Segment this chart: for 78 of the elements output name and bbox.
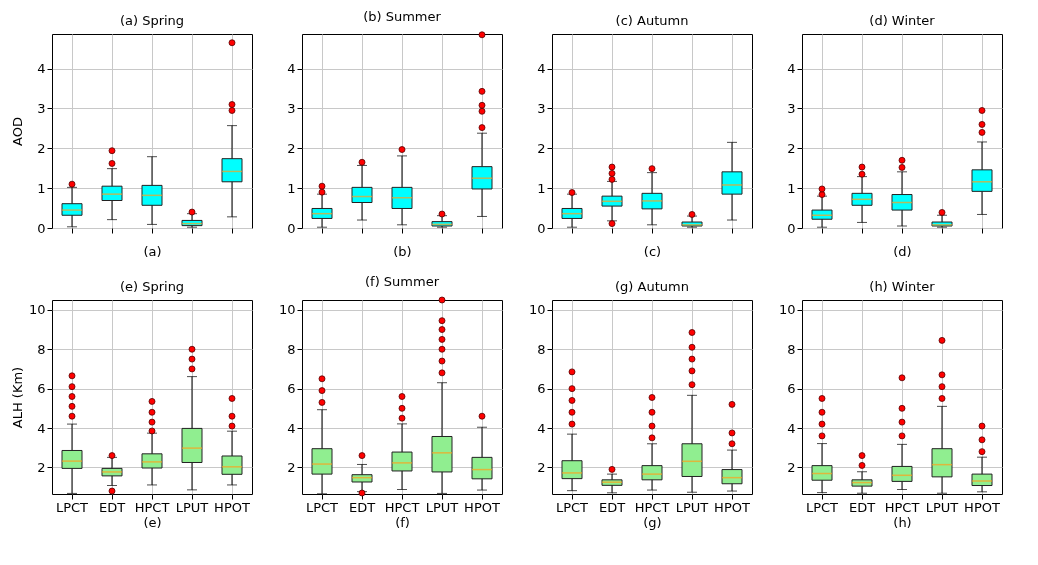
x-tick-label: EDT — [98, 499, 126, 515]
chart-title: (b) Summer — [363, 9, 442, 25]
y-tick-label: 6 — [287, 381, 296, 397]
x-axis-title: (g) — [643, 514, 662, 530]
y-tick-label: 3 — [287, 100, 296, 116]
x-tick-label: LPUT — [675, 499, 709, 515]
x-tick-label: HPCT — [134, 499, 170, 515]
y-tick-label: 8 — [37, 341, 46, 357]
y-tick-label: 3 — [37, 100, 46, 116]
y-tick-label: 3 — [537, 100, 546, 116]
x-tick-label: EDT — [348, 499, 376, 515]
y-tick-label: 2 — [787, 140, 796, 156]
x-tick-label: EDT — [848, 499, 876, 515]
x-axis-title: (d) — [893, 244, 912, 259]
y-tick-label: 4 — [287, 61, 296, 77]
x-axis-title: (f) — [395, 514, 410, 530]
x-tick-label: HPCT — [384, 499, 420, 515]
y-tick-label: 1 — [537, 180, 546, 196]
y-tick-label: 10 — [528, 302, 546, 318]
y-tick-label: 0 — [37, 220, 46, 236]
y-tick-label: 4 — [537, 61, 546, 77]
y-tick-label: 2 — [537, 459, 546, 475]
y-tick-label: 10 — [278, 302, 296, 318]
y-tick-label: 2 — [287, 140, 296, 156]
chart-title: (c) Autumn — [615, 13, 689, 28]
x-tick-label: LPUT — [925, 499, 959, 515]
y-tick-label: 2 — [287, 459, 296, 475]
y-tick-label: 4 — [37, 61, 46, 77]
x-tick-label: HPOT — [964, 499, 1000, 515]
x-tick-label: LPCT — [555, 499, 589, 515]
y-axis-title: ALH (Km) — [9, 366, 25, 429]
y-tick-label: 8 — [787, 341, 796, 357]
y-tick-label: 10 — [28, 302, 46, 318]
y-tick-label: 4 — [537, 420, 546, 436]
x-tick-label: HPOT — [714, 499, 750, 515]
y-tick-label: 2 — [37, 140, 46, 156]
x-tick-label: HPCT — [634, 499, 670, 515]
y-tick-label: 8 — [537, 341, 546, 357]
chart-title: (d) Winter — [869, 13, 936, 28]
y-tick-label: 6 — [787, 381, 796, 397]
y-tick-label: 2 — [37, 459, 46, 475]
x-tick-label: HPOT — [464, 499, 500, 515]
y-tick-label: 1 — [287, 180, 296, 196]
x-axis-title: (b) — [393, 244, 412, 259]
x-tick-label: HPOT — [214, 499, 250, 515]
x-tick-label: EDT — [598, 499, 626, 515]
x-axis-title: (e) — [143, 514, 162, 530]
y-tick-label: 2 — [787, 459, 796, 475]
y-tick-label: 2 — [537, 140, 546, 156]
x-axis-title: (h) — [893, 514, 912, 530]
y-tick-label: 4 — [37, 420, 46, 436]
y-tick-label: 3 — [787, 100, 796, 116]
chart-title: (f) Summer — [364, 274, 440, 290]
y-tick-label: 6 — [37, 381, 46, 397]
y-tick-label: 0 — [287, 220, 296, 236]
chart-title: (a) Spring — [119, 13, 185, 28]
x-tick-label: HPCT — [884, 499, 920, 515]
y-tick-label: 8 — [287, 341, 296, 357]
x-tick-label: LPCT — [55, 499, 89, 515]
y-tick-label: 1 — [37, 180, 46, 196]
x-axis-title: (c) — [643, 244, 662, 259]
x-tick-label: LPCT — [305, 499, 339, 515]
x-tick-label: LPCT — [805, 499, 839, 515]
y-tick-label: 1 — [787, 180, 796, 196]
y-tick-label: 4 — [787, 61, 796, 77]
y-tick-label: 0 — [787, 220, 796, 236]
x-tick-label: LPUT — [175, 499, 209, 515]
chart-title: (e) Spring — [119, 279, 185, 294]
chart-title: (h) Winter — [869, 279, 936, 294]
y-tick-label: 6 — [537, 381, 546, 397]
x-axis-title: (a) — [143, 244, 162, 259]
y-axis-title: AOD — [9, 117, 25, 146]
y-tick-label: 10 — [778, 302, 796, 318]
y-tick-label: 4 — [287, 420, 296, 436]
x-tick-label: LPUT — [425, 499, 459, 515]
y-tick-label: 4 — [787, 420, 796, 436]
y-tick-label: 0 — [537, 220, 546, 236]
chart-title: (g) Autumn — [615, 279, 689, 294]
